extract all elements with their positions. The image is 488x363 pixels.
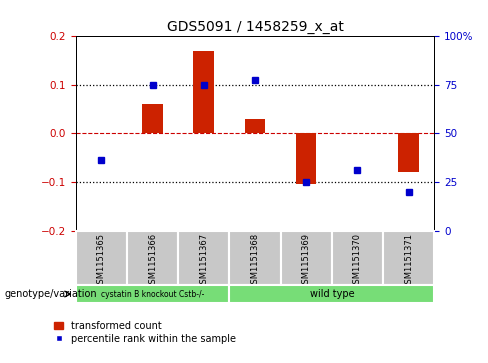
Bar bbox=[281, 231, 332, 285]
Bar bbox=[245, 119, 265, 133]
Bar bbox=[229, 231, 281, 285]
Text: GSM1151371: GSM1151371 bbox=[404, 233, 413, 289]
Bar bbox=[194, 51, 214, 133]
Text: GSM1151366: GSM1151366 bbox=[148, 233, 157, 289]
Text: GSM1151367: GSM1151367 bbox=[199, 233, 208, 289]
Bar bbox=[76, 231, 127, 285]
Bar bbox=[296, 133, 317, 184]
Bar bbox=[399, 133, 419, 172]
Text: GSM1151365: GSM1151365 bbox=[97, 233, 106, 289]
Bar bbox=[178, 231, 229, 285]
Title: GDS5091 / 1458259_x_at: GDS5091 / 1458259_x_at bbox=[166, 20, 344, 34]
Text: wild type: wild type bbox=[309, 289, 354, 299]
Bar bbox=[127, 231, 178, 285]
Text: GSM1151369: GSM1151369 bbox=[302, 233, 311, 289]
Text: GSM1151370: GSM1151370 bbox=[353, 233, 362, 289]
Bar bbox=[229, 285, 434, 303]
Legend: transformed count, percentile rank within the sample: transformed count, percentile rank withi… bbox=[54, 321, 236, 344]
Text: cystatin B knockout Cstb-/-: cystatin B knockout Cstb-/- bbox=[101, 290, 204, 298]
Bar bbox=[76, 285, 229, 303]
Bar bbox=[142, 104, 163, 133]
Text: GSM1151368: GSM1151368 bbox=[250, 233, 260, 289]
Bar bbox=[383, 231, 434, 285]
Bar bbox=[332, 231, 383, 285]
Text: genotype/variation: genotype/variation bbox=[5, 289, 98, 299]
